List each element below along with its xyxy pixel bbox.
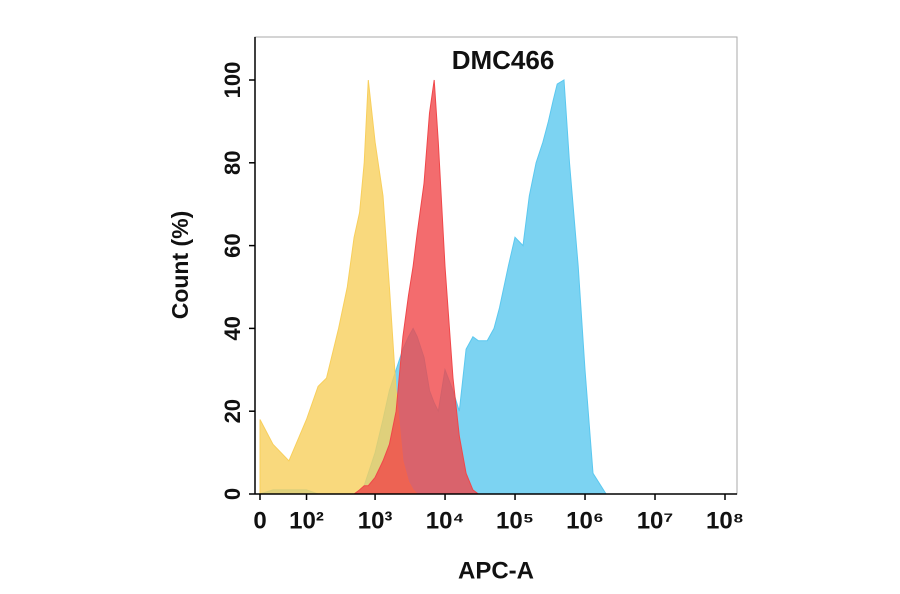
y-tick-label: 100 [220, 62, 245, 99]
y-tick-label: 80 [220, 151, 245, 175]
y-tick-label: 20 [220, 399, 245, 423]
x-axis-label: APC-A [458, 557, 534, 584]
y-tick-label: 0 [220, 488, 245, 500]
x-tick-label: 10⁴ [426, 507, 465, 534]
y-tick-label: 40 [220, 316, 245, 340]
x-tick-label: 10⁵ [496, 507, 534, 534]
chart-title: DMC466 [452, 45, 555, 75]
x-tick-label: 10⁸ [706, 507, 744, 534]
x-tick-label: 10⁶ [566, 507, 604, 534]
x-tick-label: 10² [289, 507, 324, 534]
x-tick-label: 10⁷ [637, 507, 674, 534]
y-axis-label: Count (%) [167, 211, 193, 320]
x-tick-label: 0 [253, 507, 266, 534]
x-tick-label: 10³ [358, 507, 393, 534]
y-tick-label: 60 [220, 233, 245, 257]
